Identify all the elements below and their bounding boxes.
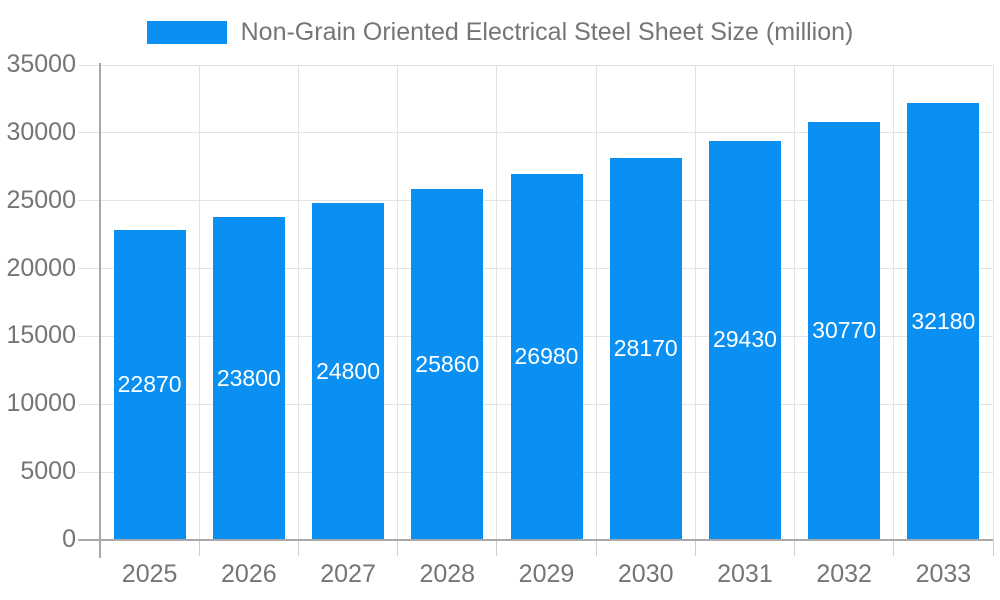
v-gridline <box>694 65 696 540</box>
bar[interactable] <box>113 229 186 540</box>
h-gridline <box>78 64 993 66</box>
bar[interactable] <box>907 103 980 540</box>
x-axis-tick-label: 2031 <box>717 560 773 588</box>
bar-value-label: 26980 <box>514 342 579 369</box>
v-gridline <box>595 65 597 540</box>
bar-value-label: 25860 <box>415 350 480 377</box>
y-axis-tick-label: 10000 <box>6 389 76 418</box>
x-axis-tick-label: 2026 <box>221 560 277 588</box>
x-axis-tick-label: 2025 <box>121 560 178 588</box>
x-axis-tick-label: 2027 <box>320 560 376 588</box>
legend-label: Non-Grain Oriented Electrical Steel Shee… <box>240 18 854 46</box>
bar-value-label: 30770 <box>812 317 877 344</box>
bar-value-label: 29430 <box>712 326 777 353</box>
bar-value-label: 28170 <box>613 334 678 361</box>
v-gridline <box>198 65 200 540</box>
x-axis-tick <box>198 540 200 556</box>
legend-swatch-icon <box>146 21 227 44</box>
x-axis-tick <box>595 540 597 556</box>
y-axis-tick-label: 30000 <box>6 117 76 146</box>
bar-value-label: 22870 <box>117 370 182 397</box>
bar[interactable] <box>609 157 682 540</box>
chart-legend[interactable]: Non-Grain Oriented Electrical Steel Shee… <box>0 20 1000 45</box>
bar-value-label: 32180 <box>911 307 976 334</box>
v-gridline <box>297 65 299 540</box>
h-gridline <box>78 132 993 134</box>
x-axis-tick-label: 2029 <box>518 560 575 588</box>
y-axis-line <box>99 63 101 558</box>
y-axis-tick-label: 20000 <box>6 253 76 282</box>
bar-value-label: 23800 <box>216 364 281 391</box>
bar[interactable] <box>708 140 781 540</box>
v-gridline <box>992 65 994 540</box>
x-axis-tick-label: 2028 <box>419 560 476 588</box>
x-axis-tick <box>893 540 895 556</box>
bar[interactable] <box>212 217 285 540</box>
x-axis-tick <box>992 540 994 556</box>
v-gridline <box>496 65 498 540</box>
x-axis-tick-label: 2032 <box>816 560 872 588</box>
y-axis-tick-label: 15000 <box>6 321 76 350</box>
bar[interactable] <box>510 173 583 540</box>
y-axis-tick-label: 0 <box>62 525 76 553</box>
v-gridline <box>397 65 399 540</box>
y-axis-tick-label: 25000 <box>6 185 76 214</box>
v-gridline <box>893 65 895 540</box>
bar[interactable] <box>312 203 385 540</box>
x-axis-tick <box>496 540 498 556</box>
x-axis-line <box>78 539 993 541</box>
bar[interactable] <box>808 122 881 540</box>
bar[interactable] <box>411 189 484 540</box>
bar-value-label: 24800 <box>316 357 381 384</box>
y-axis-tick-label: 5000 <box>20 457 76 486</box>
x-axis-tick-label: 2033 <box>915 560 972 588</box>
y-axis-tick-label: 35000 <box>6 50 76 78</box>
x-axis-tick <box>694 540 696 556</box>
x-axis-tick <box>397 540 399 556</box>
x-axis-tick <box>297 540 299 556</box>
v-gridline <box>794 65 796 540</box>
x-axis-tick-label: 2030 <box>617 560 674 588</box>
x-axis-tick <box>794 540 796 556</box>
